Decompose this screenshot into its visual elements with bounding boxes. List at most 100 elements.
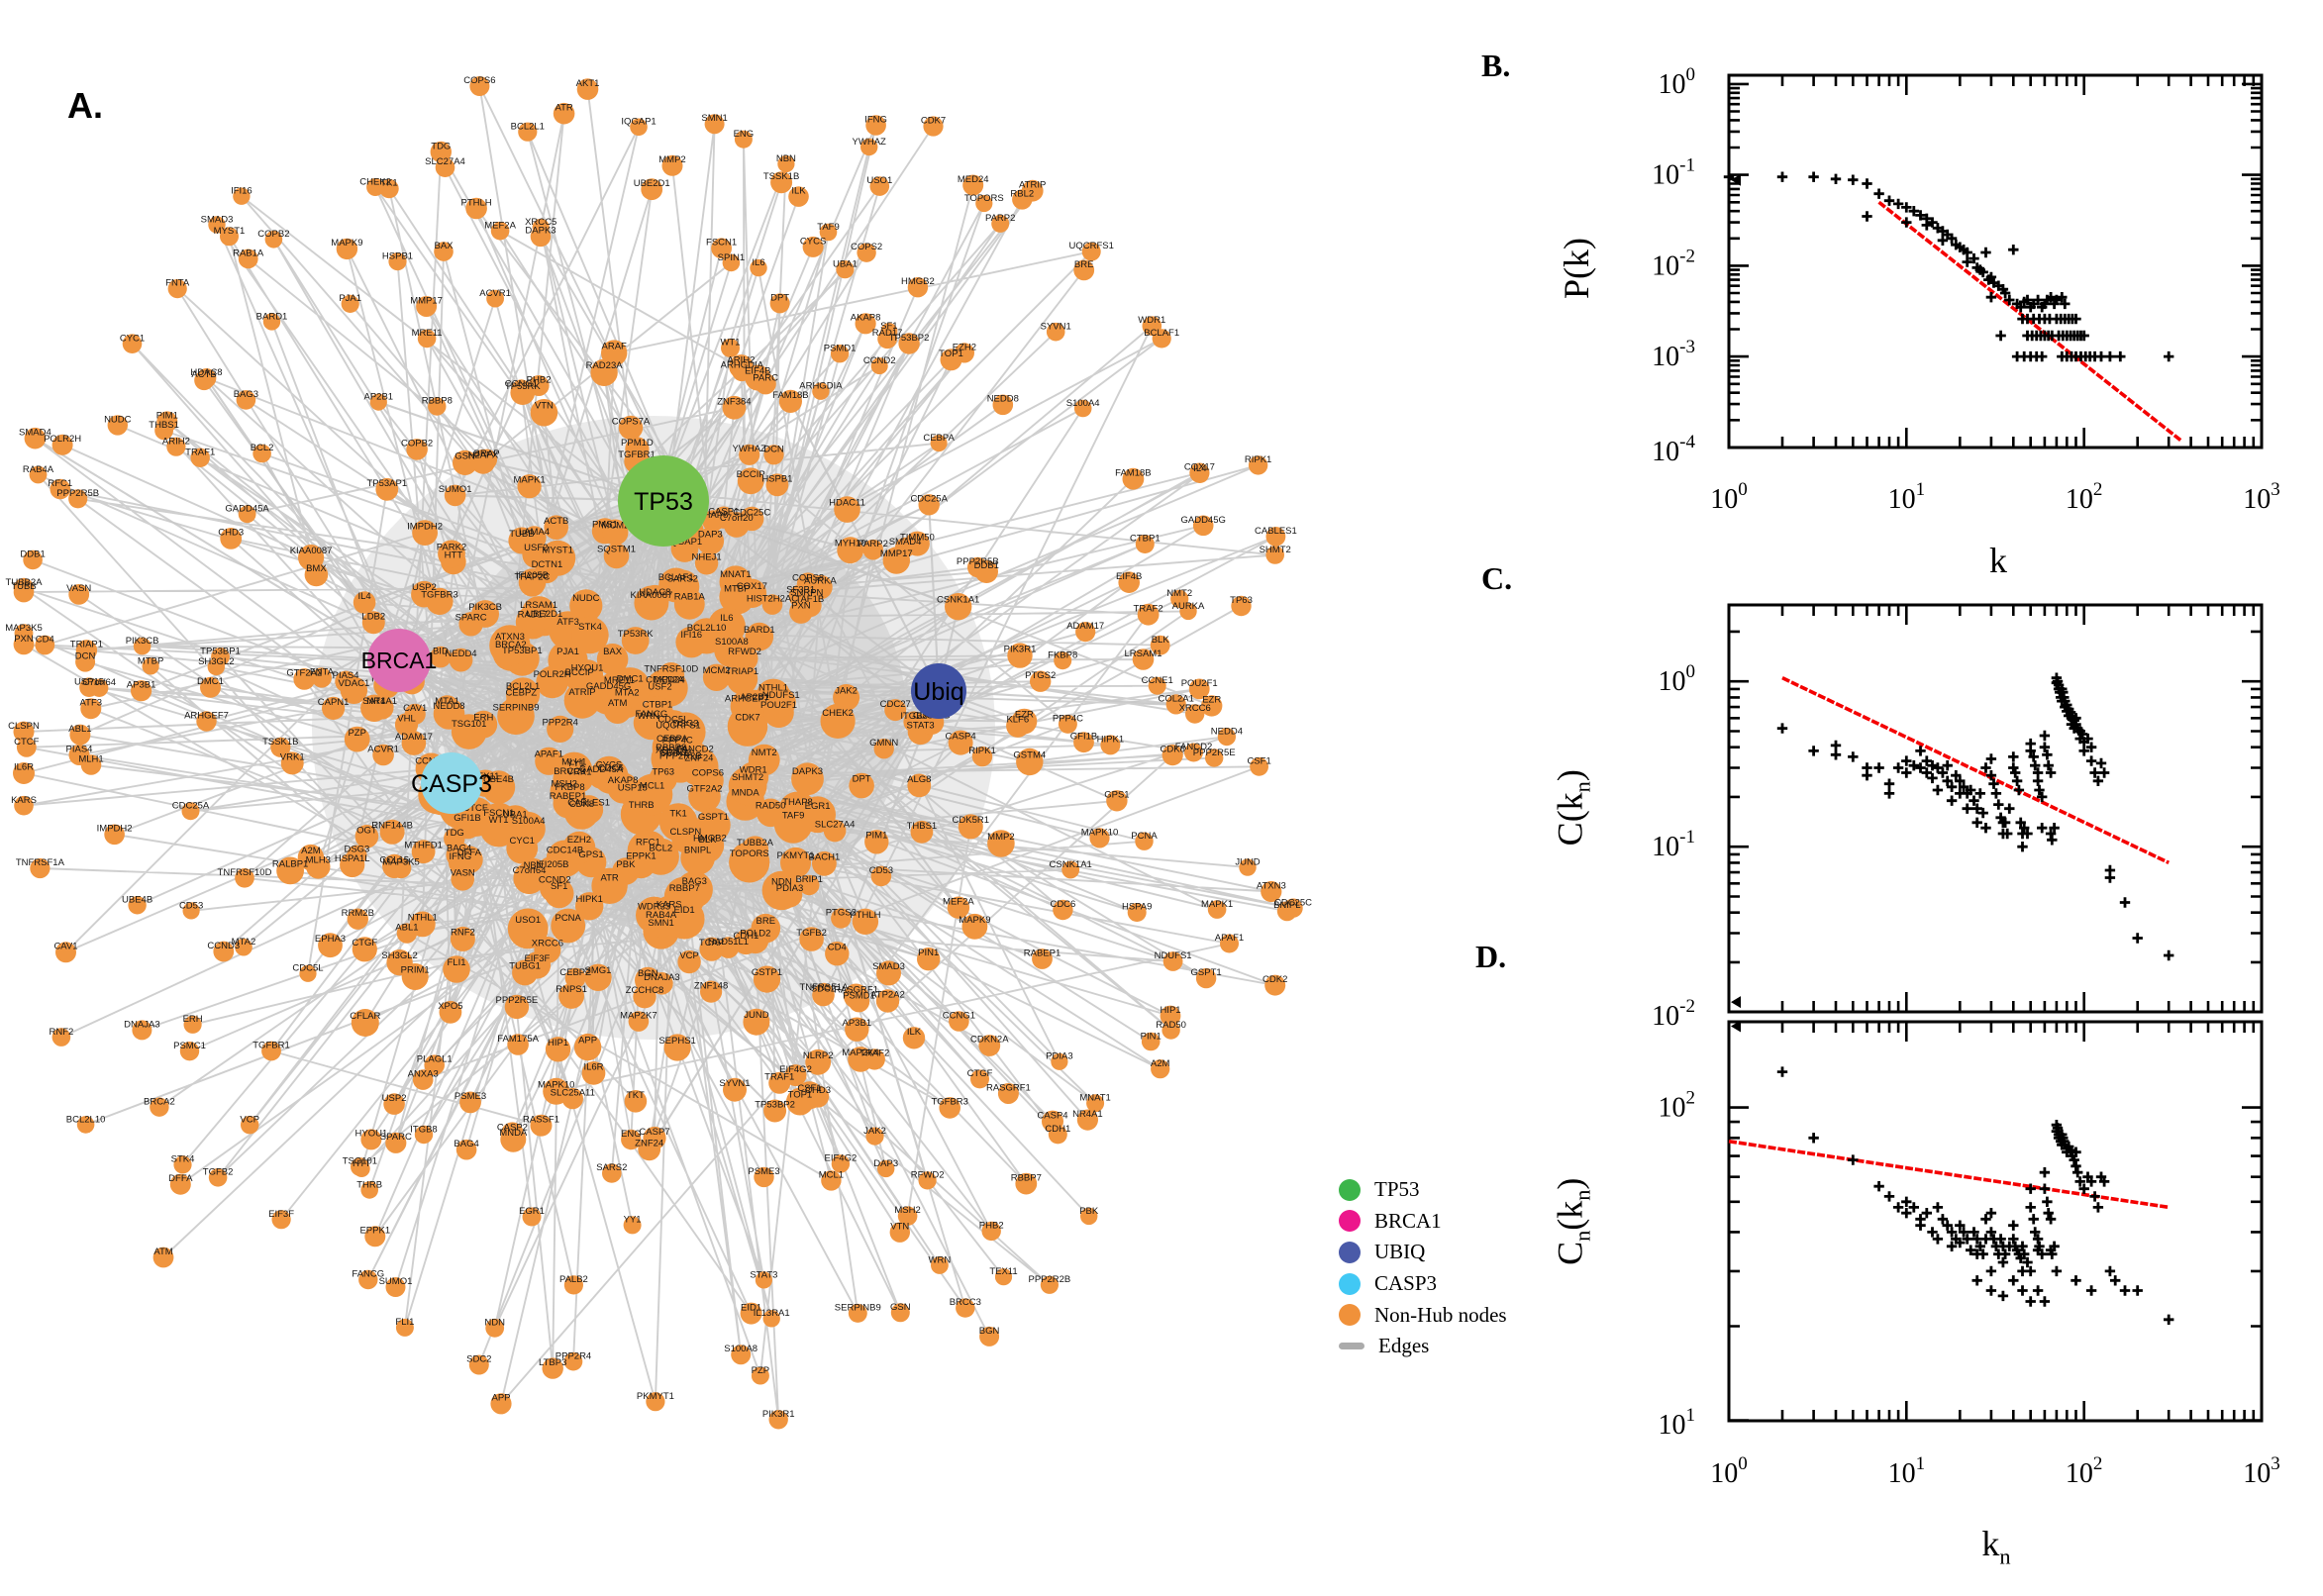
- network-node[interactable]: [341, 294, 359, 313]
- network-node[interactable]: [602, 519, 629, 546]
- network-node[interactable]: [504, 994, 530, 1020]
- network-node[interactable]: [1006, 714, 1030, 738]
- network-node[interactable]: [661, 716, 695, 750]
- network-node[interactable]: [261, 1041, 281, 1061]
- network-node[interactable]: [857, 243, 876, 262]
- network-node[interactable]: [444, 828, 465, 849]
- network-node[interactable]: [902, 1027, 926, 1049]
- network-node[interactable]: [1089, 828, 1110, 848]
- network-node[interactable]: [694, 551, 719, 575]
- network-node[interactable]: [358, 1269, 378, 1290]
- network-node[interactable]: [979, 1326, 1000, 1347]
- network-node[interactable]: [336, 238, 358, 260]
- network-node[interactable]: [970, 1069, 989, 1089]
- network-node[interactable]: [1132, 648, 1155, 670]
- network-node[interactable]: [889, 1222, 910, 1243]
- network-node[interactable]: [696, 527, 725, 555]
- network-node[interactable]: [69, 724, 91, 746]
- network-node[interactable]: [603, 696, 632, 724]
- network-node[interactable]: [505, 677, 541, 712]
- network-node[interactable]: [981, 1221, 1001, 1242]
- network-node[interactable]: [784, 1064, 807, 1087]
- network-node[interactable]: [544, 878, 574, 909]
- network-node[interactable]: [848, 1303, 867, 1323]
- network-node[interactable]: [581, 1061, 606, 1085]
- network-node[interactable]: [719, 578, 756, 615]
- network-node[interactable]: [480, 802, 518, 841]
- network-node[interactable]: [1073, 259, 1095, 281]
- network-node[interactable]: [707, 607, 746, 646]
- network-node[interactable]: [449, 648, 473, 672]
- network-node[interactable]: [411, 840, 436, 864]
- network-node[interactable]: [352, 937, 377, 962]
- network-node[interactable]: [167, 279, 187, 299]
- network-node[interactable]: [961, 913, 988, 940]
- network-node[interactable]: [751, 1366, 769, 1385]
- network-node[interactable]: [755, 1271, 773, 1289]
- network-node[interactable]: [711, 238, 732, 259]
- network-node[interactable]: [173, 1155, 192, 1174]
- network-node[interactable]: [416, 296, 438, 317]
- network-node[interactable]: [765, 687, 796, 718]
- network-node[interactable]: [424, 1054, 446, 1075]
- network-node[interactable]: [107, 415, 128, 436]
- network-node[interactable]: [507, 1034, 529, 1055]
- network-node[interactable]: [401, 963, 429, 990]
- network-node[interactable]: [1201, 695, 1223, 717]
- network-node[interactable]: [729, 842, 770, 883]
- network-node[interactable]: [1106, 790, 1128, 812]
- network-node[interactable]: [762, 1310, 780, 1328]
- network-node[interactable]: [366, 178, 385, 196]
- network-node[interactable]: [530, 399, 558, 427]
- network-node[interactable]: [166, 437, 186, 456]
- network-node[interactable]: [657, 662, 685, 689]
- network-node[interactable]: [535, 747, 563, 775]
- network-node[interactable]: [765, 473, 789, 497]
- network-node[interactable]: [1032, 948, 1053, 969]
- network-node[interactable]: [740, 1302, 762, 1325]
- network-node[interactable]: [1162, 745, 1183, 766]
- network-node[interactable]: [855, 313, 876, 335]
- network-node[interactable]: [917, 948, 941, 971]
- network-node[interactable]: [361, 611, 385, 635]
- network-node[interactable]: [213, 941, 235, 962]
- network-node[interactable]: [591, 867, 628, 904]
- network-node[interactable]: [940, 349, 962, 371]
- network-node[interactable]: [1162, 951, 1183, 971]
- network-node[interactable]: [142, 657, 159, 675]
- network-node[interactable]: [737, 467, 764, 495]
- network-node[interactable]: [556, 751, 593, 789]
- network-node[interactable]: [663, 1034, 691, 1061]
- network-node[interactable]: [435, 157, 455, 177]
- network-node[interactable]: [958, 814, 983, 840]
- network-node[interactable]: [506, 832, 539, 864]
- network-node[interactable]: [417, 329, 437, 349]
- network-node[interactable]: [975, 194, 993, 213]
- network-node[interactable]: [383, 1093, 405, 1115]
- network-node[interactable]: [375, 477, 399, 501]
- network-node[interactable]: [13, 721, 35, 743]
- network-node[interactable]: [823, 819, 847, 843]
- network-node[interactable]: [717, 937, 740, 958]
- network-node[interactable]: [522, 541, 551, 569]
- network-node[interactable]: [768, 1071, 791, 1094]
- network-node[interactable]: [152, 1247, 174, 1268]
- network-node[interactable]: [918, 494, 940, 516]
- network-node[interactable]: [388, 252, 407, 271]
- network-node[interactable]: [468, 1354, 489, 1375]
- network-node[interactable]: [788, 186, 809, 207]
- network-node[interactable]: [414, 1125, 434, 1145]
- network-node[interactable]: [768, 1410, 788, 1430]
- network-node[interactable]: [360, 1129, 382, 1150]
- network-node[interactable]: [756, 798, 785, 828]
- network-node[interactable]: [449, 850, 472, 875]
- network-node[interactable]: [379, 819, 405, 845]
- network-node[interactable]: [507, 908, 549, 949]
- network-node[interactable]: [907, 773, 932, 798]
- network-node[interactable]: [299, 964, 317, 982]
- network-node[interactable]: [50, 478, 71, 500]
- network-node[interactable]: [75, 651, 96, 672]
- network-node[interactable]: [500, 1126, 527, 1152]
- network-node[interactable]: [1239, 858, 1257, 876]
- network-node[interactable]: [51, 434, 73, 455]
